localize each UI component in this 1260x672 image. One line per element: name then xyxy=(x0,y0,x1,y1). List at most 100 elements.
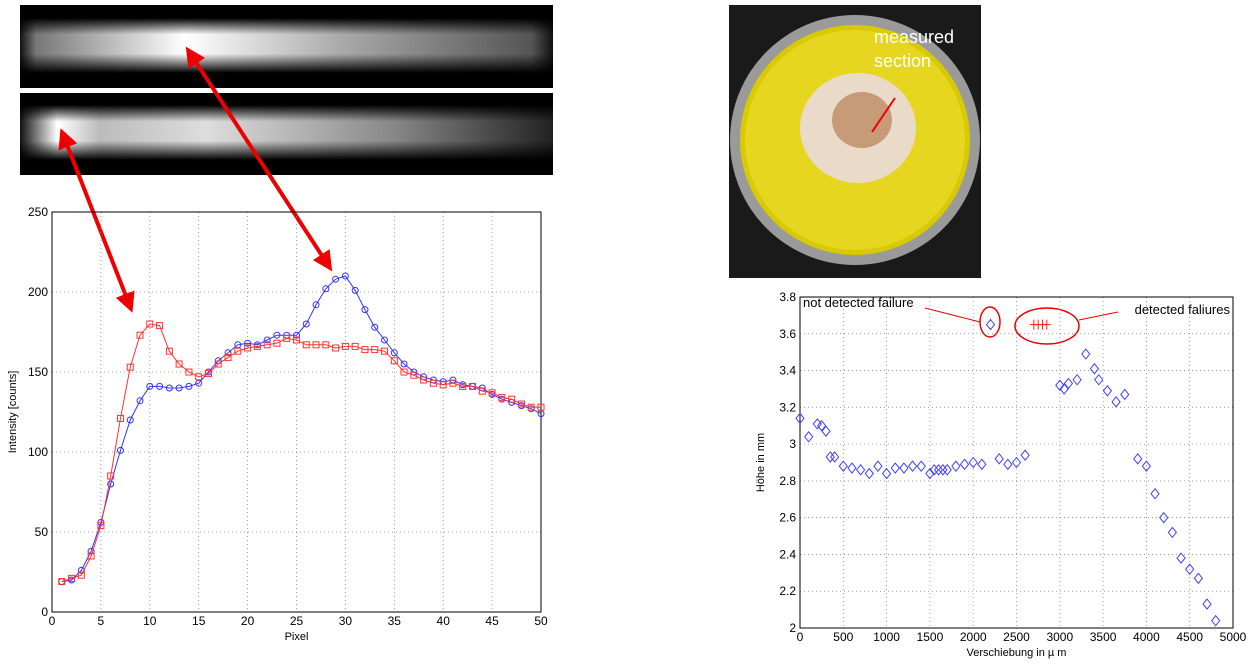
y-tick-label: 2 xyxy=(789,621,796,635)
point xyxy=(195,373,203,381)
point xyxy=(1081,348,1091,360)
point xyxy=(890,462,900,474)
y-tick-label: 150 xyxy=(28,365,48,379)
point xyxy=(107,472,115,480)
photo: measured section xyxy=(729,5,981,278)
point xyxy=(156,322,164,330)
point xyxy=(933,464,944,476)
point xyxy=(488,389,496,397)
point xyxy=(371,323,379,331)
series-line xyxy=(61,323,541,583)
point xyxy=(244,344,252,352)
point xyxy=(1094,373,1104,386)
point xyxy=(263,336,271,344)
point xyxy=(253,342,261,350)
point xyxy=(341,272,349,280)
point xyxy=(116,414,124,422)
point xyxy=(1133,453,1143,465)
point xyxy=(1089,362,1100,375)
y-tick-label: 2.2 xyxy=(779,584,796,598)
point xyxy=(1167,526,1178,539)
point xyxy=(938,464,948,476)
point xyxy=(68,574,76,582)
point xyxy=(855,464,866,476)
annotation: detected faliures xyxy=(1135,302,1231,317)
point xyxy=(136,397,144,405)
x-axis-label: Verschiebung in µ m xyxy=(967,647,1067,659)
point xyxy=(263,341,271,349)
x-tick-label: 3500 xyxy=(1090,630,1117,644)
point xyxy=(881,467,892,480)
point xyxy=(1211,614,1221,627)
x-tick-label: 1500 xyxy=(917,630,944,644)
point xyxy=(77,571,85,579)
x-tick-label: 3000 xyxy=(1046,630,1073,644)
point xyxy=(312,301,320,309)
point xyxy=(361,346,369,354)
point xyxy=(1120,388,1130,401)
point xyxy=(283,334,291,342)
series-line xyxy=(61,275,542,583)
y-tick-label: 0 xyxy=(41,605,48,619)
point xyxy=(1193,572,1204,585)
y-tick-label: 2.4 xyxy=(779,547,796,561)
annotation: not detected failure xyxy=(803,295,914,310)
x-tick-label: 25 xyxy=(290,614,304,628)
point xyxy=(87,552,95,560)
y-tick-label: 2.6 xyxy=(779,511,796,525)
point xyxy=(332,275,340,283)
point xyxy=(864,467,874,480)
point xyxy=(185,382,193,390)
point xyxy=(508,395,516,403)
x-tick-label: 20 xyxy=(241,614,255,628)
point xyxy=(224,349,232,357)
y-axis-label: Intensity [counts] xyxy=(7,371,19,454)
point xyxy=(478,387,486,395)
x-tick-label: 5000 xyxy=(1220,630,1247,644)
point xyxy=(1159,511,1169,524)
point xyxy=(825,451,835,463)
point xyxy=(302,320,310,328)
point xyxy=(185,368,193,376)
x-tick-label: 1000 xyxy=(873,630,900,644)
point xyxy=(136,331,144,339)
y-tick-label: 3.4 xyxy=(779,364,796,378)
point xyxy=(812,418,822,430)
point xyxy=(1185,563,1195,575)
x-tick-label: 40 xyxy=(437,614,451,628)
point xyxy=(517,400,525,408)
point xyxy=(293,336,300,344)
point xyxy=(204,370,212,378)
y-tick-label: 100 xyxy=(28,445,48,459)
point xyxy=(302,341,310,349)
point xyxy=(322,285,330,293)
point xyxy=(449,379,457,387)
point xyxy=(1072,373,1082,386)
point xyxy=(1063,377,1074,390)
point xyxy=(381,336,389,344)
y-tick-label: 200 xyxy=(28,285,48,299)
point xyxy=(381,347,389,355)
y-tick-label: 2.8 xyxy=(779,474,796,488)
y-tick-label: 50 xyxy=(35,525,49,539)
point xyxy=(410,371,418,379)
point xyxy=(829,451,840,463)
point xyxy=(175,384,183,392)
point xyxy=(537,403,545,411)
y-axis-label: Höhe in mm xyxy=(755,433,767,492)
point xyxy=(838,460,848,472)
y-tick-label: 3.8 xyxy=(779,290,796,304)
point xyxy=(351,286,359,294)
x-tick-label: 4000 xyxy=(1133,630,1160,644)
point xyxy=(390,357,398,365)
point xyxy=(1150,487,1160,500)
point xyxy=(97,522,105,530)
point xyxy=(1011,456,1022,469)
callouts xyxy=(924,306,1119,345)
point xyxy=(439,381,447,389)
x-tick-label: 500 xyxy=(833,630,853,644)
point xyxy=(400,360,408,368)
point xyxy=(293,331,300,339)
